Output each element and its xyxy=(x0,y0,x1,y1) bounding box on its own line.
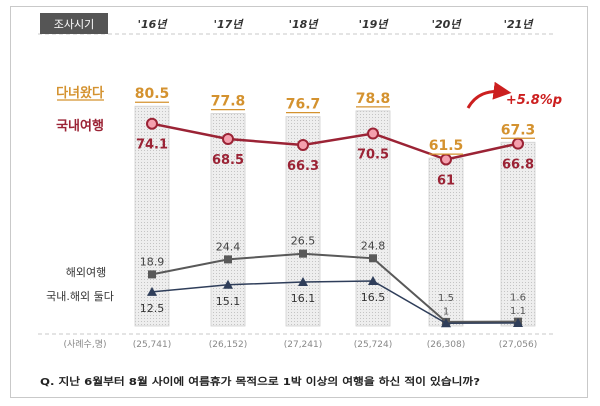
series-2-value-label: 1.6 xyxy=(510,293,526,304)
series-3-value-label: 15.1 xyxy=(216,295,241,308)
sample-size-value: (27,241) xyxy=(284,340,323,350)
series-line-3 xyxy=(151,280,519,325)
increase-arrow xyxy=(466,81,512,109)
point-both xyxy=(513,317,523,327)
year-label: '19년 xyxy=(359,18,390,31)
series-2-value-label: 26.5 xyxy=(291,235,316,248)
series-3-value-label: 1.1 xyxy=(510,306,526,317)
legend-both: 국내.해외 둘다 xyxy=(46,289,114,303)
sample-size-value: (26,152) xyxy=(209,340,248,350)
series-2-value-label: 24.8 xyxy=(361,239,386,252)
bar-value-label: 77.8 xyxy=(211,94,246,110)
bar-traveled xyxy=(355,110,391,327)
series-1-value-label: 68.5 xyxy=(212,153,244,168)
sample-size-value: (27,056) xyxy=(499,340,538,350)
legend-domestic: 국내여행 xyxy=(56,118,104,134)
bar-value-label: 67.3 xyxy=(501,122,536,138)
series-1-value-label: 70.5 xyxy=(357,148,389,163)
series-1-value-label: 61 xyxy=(437,173,455,188)
point-overseas xyxy=(369,254,377,263)
point-domestic xyxy=(367,127,379,140)
bar-value-label: 76.7 xyxy=(286,97,321,113)
survey-period-badge xyxy=(40,13,108,34)
year-label: '17년 xyxy=(214,18,245,31)
series-3-value-label: 1 xyxy=(443,306,449,317)
point-domestic xyxy=(297,139,309,152)
year-label: '16년 xyxy=(138,18,169,31)
series-2-value-label: 24.4 xyxy=(216,240,241,253)
point-both xyxy=(368,275,378,285)
point-overseas xyxy=(148,270,156,279)
sample-size-label: (사례수,명) xyxy=(63,339,106,350)
year-label: '18년 xyxy=(289,18,320,31)
series-1-value-label: 74.1 xyxy=(136,138,168,153)
series-line-2 xyxy=(151,252,519,323)
sample-size-value: (25,724) xyxy=(354,340,393,350)
change-badge: +5.8%p xyxy=(506,93,562,108)
series-1-value-label: 66.8 xyxy=(502,158,534,173)
point-both xyxy=(441,318,451,328)
bar-traveled xyxy=(285,116,321,327)
bar-value-label: 61.5 xyxy=(429,138,464,154)
legend-traveled: 다녀왔다 xyxy=(56,85,104,101)
series-line-1 xyxy=(151,122,519,161)
series-2-value-label: 18.9 xyxy=(140,255,165,268)
point-domestic xyxy=(222,132,234,145)
year-label: '20년 xyxy=(432,18,463,31)
bar-value-label: 78.8 xyxy=(356,91,391,107)
point-both xyxy=(298,277,308,287)
bar-traveled xyxy=(428,157,464,327)
bar-value-label: 80.5 xyxy=(135,86,170,102)
series-2-value-label: 1.5 xyxy=(438,293,454,304)
year-label: '21년 xyxy=(504,18,535,31)
point-both xyxy=(147,286,157,296)
sample-size-value: (25,741) xyxy=(133,340,172,350)
sample-size-value: (26,308) xyxy=(427,340,466,350)
survey-period-label: 조사시기 xyxy=(54,18,94,31)
point-overseas xyxy=(224,255,232,264)
series-3-value-label: 16.5 xyxy=(361,291,386,304)
point-both xyxy=(223,279,233,289)
point-domestic xyxy=(146,117,158,130)
legend-overseas: 해외여행 xyxy=(66,265,106,279)
point-domestic xyxy=(512,137,524,150)
point-domestic xyxy=(440,153,452,166)
point-overseas xyxy=(299,249,307,258)
series-1-value-label: 66.3 xyxy=(287,159,319,174)
bar-traveled xyxy=(210,113,246,327)
survey-question: Q. 지난 6월부터 8월 사이에 여름휴가 목적으로 1박 이상의 여행을 하… xyxy=(40,375,480,388)
series-3-value-label: 16.1 xyxy=(291,292,316,305)
series-3-value-label: 12.5 xyxy=(140,302,165,315)
